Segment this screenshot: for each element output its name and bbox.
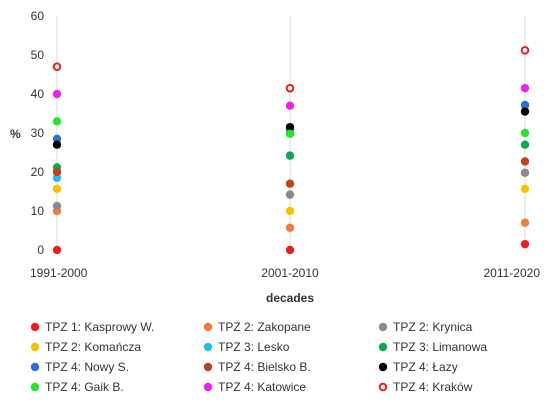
legend-label: TPZ 4: Łazy [393, 360, 458, 374]
data-point [52, 184, 62, 193]
y-tick-label: 30 [31, 126, 45, 140]
data-point [520, 83, 530, 93]
legend-label: TPZ 3: Lesko [218, 340, 290, 354]
x-tick-label: 1991-2000 [30, 266, 88, 280]
legend-label: TPZ 3: Limanowa [393, 340, 487, 354]
y-axis-title: % [10, 127, 21, 141]
legend-label: TPZ 4: Bielsko B. [218, 360, 311, 374]
data-point [520, 239, 530, 249]
data-point [52, 245, 62, 255]
legend-label: TPZ 4: Kraków [393, 380, 473, 394]
data-point [52, 167, 62, 177]
legend-marker [203, 342, 213, 352]
data-point [520, 107, 530, 116]
data-point [285, 223, 295, 232]
data-point [52, 89, 62, 99]
data-point [52, 201, 62, 211]
data-point [520, 218, 530, 227]
data-point [520, 100, 530, 110]
legend-label: TPZ 1: Kasprowy W. [45, 320, 154, 334]
y-tick-label: 60 [31, 9, 45, 23]
legend-marker [378, 362, 388, 372]
legend-label: TPZ 4: Nowy S. [45, 360, 129, 374]
legend-label: TPZ 2: Komańcza [45, 340, 141, 354]
data-point [285, 179, 295, 188]
legend-marker [203, 382, 213, 392]
data-point [52, 173, 62, 183]
data-point [285, 122, 295, 132]
y-tick-label: 50 [31, 48, 45, 62]
legend-label: TPZ 2: Krynica [393, 320, 473, 334]
data-point [285, 245, 295, 255]
data-point [52, 140, 62, 149]
y-tick-label: 0 [37, 243, 44, 257]
legend-marker [203, 322, 213, 332]
data-point [520, 140, 530, 149]
x-axis-title: decades [266, 291, 314, 305]
data-point [520, 157, 530, 166]
data-points [52, 46, 530, 255]
legend-marker [378, 322, 388, 332]
data-point [285, 129, 295, 138]
legend-marker [30, 342, 40, 352]
data-point [52, 117, 62, 126]
legend-label: TPZ 2: Zakopane [218, 320, 311, 334]
data-point [520, 128, 530, 138]
legend-marker [30, 382, 40, 392]
data-point [285, 190, 295, 199]
y-axis-ticks: 0 10 20 30 40 50 60 [31, 9, 45, 257]
data-point [285, 101, 295, 110]
legend-marker [378, 342, 388, 352]
legend-marker [203, 362, 213, 372]
data-point [285, 206, 295, 216]
y-tick-label: 20 [31, 165, 45, 179]
y-tick-label: 10 [31, 204, 45, 218]
data-point [520, 184, 530, 193]
data-point [285, 151, 295, 160]
legend-label: TPZ 4: Gaik B. [45, 380, 124, 394]
y-tick-label: 40 [31, 87, 45, 101]
legend-marker [378, 382, 388, 392]
legend-label: TPZ 4: Katowice [218, 380, 306, 394]
legend-marker [30, 322, 40, 332]
data-point [285, 83, 295, 93]
data-point [52, 134, 62, 144]
x-tick-label: 2011-2020 [484, 266, 541, 280]
legend-marker [30, 362, 40, 372]
data-point [520, 168, 530, 177]
x-axis-ticks: 1991-2000 2001-2010 2011-2020 [30, 266, 540, 280]
data-point [520, 46, 530, 55]
x-tick-label: 2001-2010 [261, 266, 319, 280]
legend: TPZ 1: Kasprowy W. TPZ 2: Zakopane TPZ 2: … [30, 320, 487, 394]
data-point [52, 62, 62, 71]
